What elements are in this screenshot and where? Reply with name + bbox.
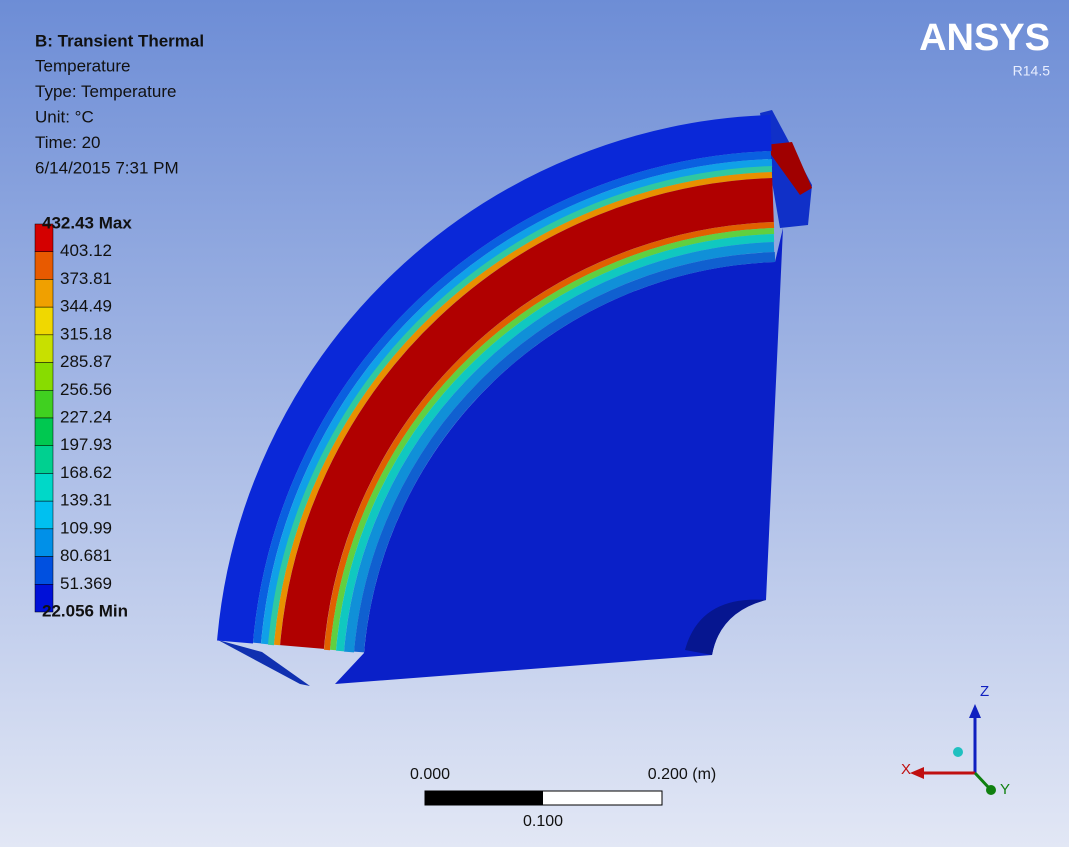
legend-label: 344.49 — [60, 297, 112, 316]
band — [274, 172, 773, 646]
legend-swatch — [34, 334, 54, 363]
legend-label: 256.56 — [60, 380, 112, 399]
scale-bar: 0.000 0.200 (m) 0.100 — [410, 766, 716, 830]
legend-label: 315.18 — [60, 324, 112, 343]
info-line: Temperature — [35, 56, 130, 75]
triad-origin — [953, 747, 963, 757]
legend-label: 432.43 Max — [42, 213, 132, 232]
legend-swatch — [34, 390, 54, 419]
legend-swatch — [34, 500, 54, 530]
info-line: Time: 20 — [35, 133, 101, 152]
end-face — [218, 640, 310, 686]
logo: ANSYS R14.5 — [919, 17, 1050, 79]
legend-swatch — [34, 362, 54, 391]
info-line: Unit: °C — [35, 107, 94, 126]
band — [280, 178, 774, 649]
y-arrow — [986, 785, 996, 795]
band — [336, 234, 775, 652]
title: B: Transient Thermal — [35, 31, 204, 50]
scale-bar-half — [425, 791, 543, 805]
legend-label: 285.87 — [60, 352, 112, 371]
legend-label: 22.056 Min — [42, 601, 128, 620]
legend-swatch — [34, 306, 54, 336]
legend-swatch — [34, 279, 54, 308]
axis-triad: X Y Z — [901, 683, 1010, 798]
band — [354, 252, 776, 653]
model — [217, 110, 812, 686]
band — [344, 242, 775, 653]
legend-swatch — [34, 473, 54, 502]
legend-label: 197.93 — [60, 435, 112, 454]
band — [324, 222, 775, 651]
legend: 432.43 Max 403.12 373.81 344.49 315.18 285.87… — [34, 213, 132, 620]
legend-label: 109.99 — [60, 518, 112, 537]
axis-label: Z — [980, 683, 989, 700]
x-arrow — [910, 767, 924, 779]
end-face-hot — [764, 142, 812, 195]
legend-label: 403.12 — [60, 241, 112, 260]
logo-version: R14.5 — [1013, 63, 1051, 79]
hole — [685, 599, 766, 655]
legend-swatch — [34, 584, 54, 613]
band — [261, 159, 773, 645]
band — [330, 228, 775, 651]
logo-name: ANSYS — [919, 17, 1050, 59]
legend-label: 80.681 — [60, 546, 112, 565]
scale-label: 0.200 (m) — [648, 766, 716, 783]
legend-label: 227.24 — [60, 407, 112, 426]
band — [268, 166, 773, 646]
info-line: Type: Temperature — [35, 82, 176, 101]
legend-swatch — [34, 417, 54, 446]
legend-swatch — [34, 445, 54, 474]
legend-swatch — [34, 251, 54, 280]
band — [217, 115, 772, 644]
band — [253, 151, 772, 644]
y-axis — [973, 771, 992, 791]
legend-swatch — [34, 528, 54, 557]
legend-label: 373.81 — [60, 269, 112, 288]
axis-label: Y — [1000, 781, 1010, 798]
legend-swatch — [34, 556, 54, 585]
scale-label: 0.000 — [410, 766, 450, 783]
inner-face — [335, 228, 783, 684]
legend-label: 168.62 — [60, 463, 112, 482]
legend-label: 139.31 — [60, 491, 112, 510]
legend-label: 51.369 — [60, 574, 112, 593]
info-line: 6/14/2015 7:31 PM — [35, 158, 179, 177]
scale-label: 0.100 — [523, 813, 563, 830]
axis-label: X — [901, 761, 911, 778]
z-arrow — [969, 704, 981, 718]
result-info: B: Transient Thermal Temperature Type: Te… — [35, 31, 204, 177]
